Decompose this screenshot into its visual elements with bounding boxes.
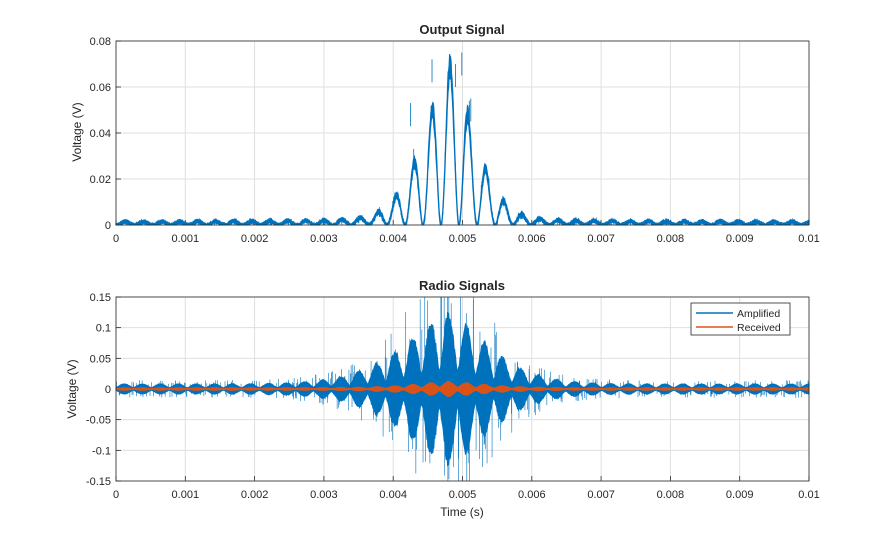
output-xtick-label: 0.005 xyxy=(449,233,477,245)
radio-xtick-label: 0.009 xyxy=(726,489,754,501)
output-ytick-label: 0.06 xyxy=(90,82,111,94)
radio-ytick-label: 0 xyxy=(105,384,111,396)
output-xtick-label: 0.008 xyxy=(657,233,685,245)
radio-xtick-label: 0.001 xyxy=(172,489,200,501)
legend: Amplified Received xyxy=(690,302,791,336)
legend-box xyxy=(690,302,791,336)
output-ytick-label: 0 xyxy=(105,220,111,232)
output-signal-ylabel: Voltage (V) xyxy=(70,102,84,161)
radio-signals-title: Radio Signals xyxy=(419,278,505,293)
output-xtick-label: 0 xyxy=(113,233,119,245)
radio-ytick-label: 0.05 xyxy=(90,353,111,365)
output-xtick-label: 0.004 xyxy=(379,233,407,245)
output-signal-axes: Output Signal Voltage (V) 0 0.001 0.002 0.0… xyxy=(70,22,820,245)
output-signal-title: Output Signal xyxy=(419,22,504,37)
radio-signals-ylabel: Voltage (V) xyxy=(65,359,79,418)
output-xtick-label: 0.002 xyxy=(241,233,269,245)
output-xtick-label: 0.001 xyxy=(172,233,200,245)
radio-xtick-label: 0.002 xyxy=(241,489,269,501)
radio-xtick-label: 0.006 xyxy=(518,489,546,501)
legend-received-label: Received xyxy=(737,322,781,334)
radio-ytick-label: 0.1 xyxy=(96,323,111,335)
radio-xtick-label: 0.007 xyxy=(587,489,615,501)
output-xtick-label: 0.009 xyxy=(726,233,754,245)
output-xtick-label: 0.003 xyxy=(310,233,338,245)
radio-xtick-label: 0.01 xyxy=(798,489,819,501)
output-xtick-label: 0.007 xyxy=(587,233,615,245)
output-axes-box xyxy=(115,40,810,226)
radio-xtick-label: 0.004 xyxy=(379,489,407,501)
radio-xtick-label: 0.003 xyxy=(310,489,338,501)
output-xtick-label: 0.01 xyxy=(798,233,819,245)
radio-signals-axes: Radio Signals Voltage (V) Time (s) 0 0.00… xyxy=(65,278,820,519)
legend-amplified-label: Amplified xyxy=(737,308,780,320)
radio-ytick-label: -0.05 xyxy=(86,415,111,427)
output-ytick-label: 0.02 xyxy=(90,174,111,186)
radio-xtick-label: 0.008 xyxy=(657,489,685,501)
output-ytick-label: 0.04 xyxy=(90,128,111,140)
radio-xtick-label: 0 xyxy=(113,489,119,501)
output-ytick-label: 0.08 xyxy=(90,36,111,48)
radio-ytick-label: -0.15 xyxy=(86,476,111,488)
radio-ytick-label: -0.1 xyxy=(92,445,111,457)
radio-ytick-label: 0.15 xyxy=(90,292,111,304)
output-xtick-label: 0.006 xyxy=(518,233,546,245)
radio-signals-xlabel: Time (s) xyxy=(440,505,484,519)
radio-xtick-label: 0.005 xyxy=(449,489,477,501)
radio-axes-box xyxy=(115,296,810,482)
